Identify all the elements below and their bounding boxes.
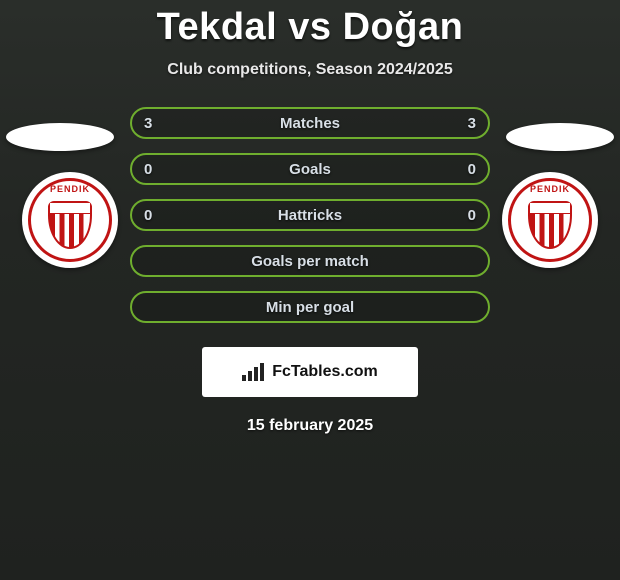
capture-date: 15 february 2025	[0, 417, 620, 435]
stat-row-goals: 0 Goals 0	[130, 153, 490, 185]
stats-container: 3 Matches 3 0 Goals 0 0 Hattricks 0 Goal…	[130, 107, 490, 323]
stat-label: Goals per match	[251, 253, 369, 270]
player-avatar-left	[6, 123, 114, 151]
stat-label: Goals	[289, 161, 331, 178]
watermark-badge: FcTables.com	[202, 347, 418, 397]
stat-right-value: 0	[468, 207, 476, 224]
stat-row-min-per-goal: Min per goal	[130, 291, 490, 323]
watermark-text: FcTables.com	[272, 363, 378, 381]
stat-left-value: 3	[144, 115, 152, 132]
stat-label: Hattricks	[278, 207, 342, 224]
stat-row-matches: 3 Matches 3	[130, 107, 490, 139]
stat-left-value: 0	[144, 161, 152, 178]
player-avatar-right	[506, 123, 614, 151]
crest-shield-icon	[48, 201, 92, 249]
page-title: Tekdal vs Doğan	[0, 0, 620, 61]
stat-label: Min per goal	[266, 299, 354, 316]
crest-text-left: PENDIK	[50, 184, 90, 194]
crest-text-right: PENDIK	[530, 184, 570, 194]
club-crest-left: PENDIK	[22, 172, 118, 268]
page-subtitle: Club competitions, Season 2024/2025	[0, 61, 620, 79]
bar-chart-icon	[242, 363, 264, 381]
stat-right-value: 0	[468, 161, 476, 178]
stat-row-goals-per-match: Goals per match	[130, 245, 490, 277]
stat-right-value: 3	[468, 115, 476, 132]
crest-shield-icon	[528, 201, 572, 249]
club-crest-right: PENDIK	[502, 172, 598, 268]
stat-left-value: 0	[144, 207, 152, 224]
stat-row-hattricks: 0 Hattricks 0	[130, 199, 490, 231]
stat-label: Matches	[280, 115, 340, 132]
